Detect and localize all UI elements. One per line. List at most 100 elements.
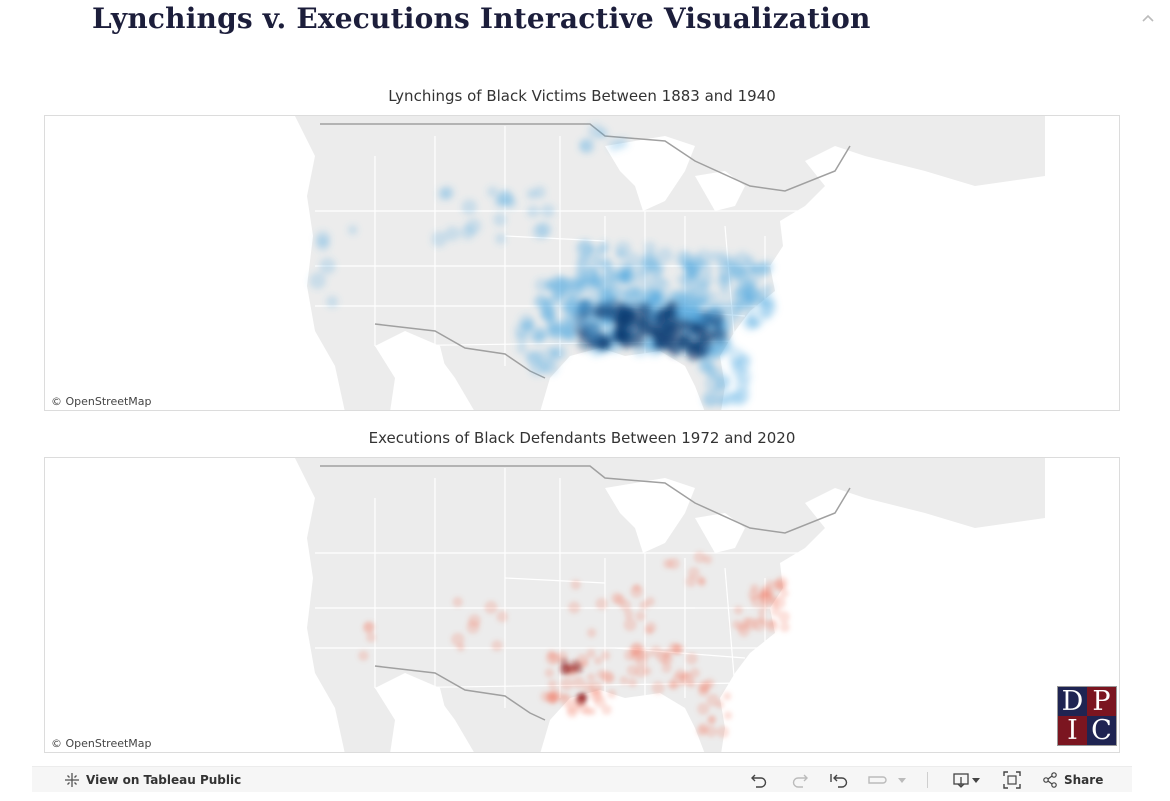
density-point[interactable] (326, 295, 339, 308)
density-point[interactable] (493, 212, 507, 227)
density-point[interactable] (728, 310, 742, 324)
density-point[interactable] (452, 596, 463, 608)
density-point[interactable] (431, 231, 448, 248)
density-point[interactable] (593, 656, 603, 665)
density-point[interactable] (572, 676, 585, 689)
density-point[interactable] (540, 691, 552, 703)
density-point[interactable] (582, 682, 594, 693)
density-point[interactable] (624, 609, 634, 620)
density-point[interactable] (347, 225, 358, 235)
density-point[interactable] (778, 610, 790, 623)
density-point[interactable] (697, 357, 713, 373)
density-point[interactable] (586, 648, 596, 659)
density-point[interactable] (567, 277, 582, 292)
density-point[interactable] (697, 577, 707, 587)
density-point[interactable] (541, 306, 556, 321)
density-point[interactable] (559, 657, 570, 668)
density-point[interactable] (669, 345, 681, 357)
density-point[interactable] (594, 319, 606, 330)
density-point[interactable] (637, 314, 654, 331)
density-point[interactable] (602, 267, 620, 284)
density-point[interactable] (590, 689, 603, 703)
density-point[interactable] (779, 588, 789, 598)
density-point[interactable] (619, 308, 635, 324)
density-point[interactable] (744, 315, 756, 326)
density-point[interactable] (552, 291, 567, 306)
density-point[interactable] (671, 673, 686, 687)
density-point[interactable] (757, 608, 766, 617)
density-point[interactable] (533, 185, 546, 199)
density-point[interactable] (758, 616, 767, 625)
density-point[interactable] (623, 618, 637, 632)
density-point[interactable] (664, 307, 676, 319)
density-point[interactable] (631, 333, 647, 349)
density-point[interactable] (362, 621, 375, 634)
density-point[interactable] (579, 140, 592, 153)
download-button[interactable] (950, 770, 984, 790)
density-point[interactable] (715, 298, 731, 315)
density-point[interactable] (645, 621, 657, 634)
density-point[interactable] (315, 236, 330, 252)
density-point[interactable] (668, 642, 681, 655)
density-point[interactable] (711, 326, 728, 344)
density-point[interactable] (718, 271, 730, 282)
density-point[interactable] (496, 610, 509, 623)
density-point[interactable] (762, 310, 773, 321)
density-point[interactable] (601, 704, 612, 715)
density-point[interactable] (597, 128, 609, 140)
density-point[interactable] (703, 394, 717, 408)
density-point[interactable] (779, 622, 790, 633)
density-point[interactable] (319, 257, 336, 275)
density-point[interactable] (444, 226, 460, 242)
density-point[interactable] (693, 551, 706, 564)
density-point[interactable] (610, 592, 623, 604)
density-point[interactable] (546, 317, 561, 333)
density-point[interactable] (696, 260, 713, 278)
density-point[interactable] (617, 137, 629, 149)
density-point[interactable] (723, 711, 733, 720)
density-point[interactable] (695, 314, 706, 325)
density-point[interactable] (735, 279, 752, 295)
density-point[interactable] (668, 557, 680, 570)
density-point[interactable] (643, 241, 657, 254)
density-point[interactable] (661, 662, 672, 673)
density-point[interactable] (682, 296, 698, 313)
density-point[interactable] (602, 325, 617, 339)
density-point[interactable] (656, 651, 670, 664)
density-point[interactable] (627, 677, 638, 688)
density-point[interactable] (657, 247, 673, 264)
density-point[interactable] (524, 350, 536, 363)
share-button[interactable]: Share (1042, 772, 1103, 788)
density-point[interactable] (645, 596, 655, 607)
density-point[interactable] (701, 274, 714, 287)
density-point[interactable] (687, 262, 700, 275)
density-point[interactable] (758, 589, 773, 603)
density-point[interactable] (515, 330, 529, 344)
density-point[interactable] (600, 650, 611, 661)
pause-dropdown-button[interactable] (892, 770, 912, 790)
density-point[interactable] (358, 650, 369, 662)
density-point[interactable] (699, 683, 710, 693)
density-point[interactable] (497, 190, 514, 207)
density-point[interactable] (596, 290, 614, 308)
density-point[interactable] (451, 632, 465, 647)
density-point[interactable] (546, 650, 556, 660)
density-point[interactable] (741, 617, 752, 628)
density-point[interactable] (615, 248, 627, 260)
density-point[interactable] (715, 316, 729, 329)
density-point[interactable] (560, 677, 574, 691)
density-point[interactable] (596, 305, 611, 320)
density-point[interactable] (495, 233, 507, 245)
density-point[interactable] (566, 706, 578, 718)
density-point[interactable] (568, 601, 581, 614)
density-point[interactable] (688, 567, 700, 579)
density-point[interactable] (709, 250, 721, 263)
density-point[interactable] (570, 659, 582, 671)
density-point[interactable] (619, 675, 629, 685)
density-point[interactable] (616, 271, 630, 284)
density-point[interactable] (651, 681, 665, 695)
redo-button[interactable] (790, 770, 810, 790)
density-point[interactable] (598, 240, 610, 252)
density-point[interactable] (586, 673, 596, 682)
density-point[interactable] (733, 299, 747, 313)
